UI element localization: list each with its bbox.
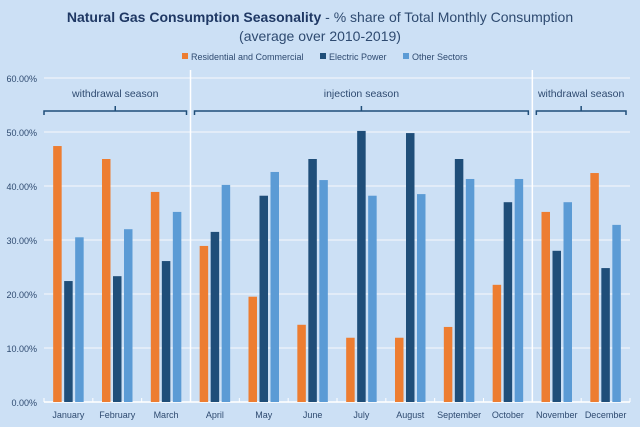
legend-swatch (320, 53, 326, 59)
x-tick-label: June (303, 410, 323, 420)
chart-title-rest: - % share of Total Monthly Consumption (321, 9, 573, 25)
season-bracket (535, 106, 627, 115)
bar-other-sectors (514, 178, 524, 402)
bar-residential-and-commercial (395, 337, 404, 402)
x-tick-label: March (154, 410, 179, 420)
bar-electric-power (406, 133, 415, 402)
bar-electric-power (552, 250, 561, 402)
chart-title-bold: Natural Gas Consumption Seasonality (67, 9, 322, 25)
bar-other-sectors (465, 178, 475, 402)
bar-electric-power (357, 130, 366, 403)
bar-other-sectors (563, 202, 572, 402)
bar-other-sectors (172, 211, 182, 402)
season-label: injection season (324, 88, 399, 100)
bar-electric-power (210, 231, 220, 402)
bar-residential-and-commercial (102, 159, 111, 402)
bar-electric-power (64, 281, 73, 402)
y-tick-label: 0.00% (11, 398, 37, 408)
bar-other-sectors (124, 229, 133, 402)
bar-electric-power (308, 159, 317, 402)
bar-electric-power (161, 261, 171, 402)
season-bracket (193, 106, 530, 115)
bar-electric-power (503, 202, 513, 402)
y-tick-label: 60.00% (6, 74, 37, 84)
bar-electric-power (113, 276, 122, 402)
legend-label: Electric Power (329, 52, 387, 62)
x-tick-label: February (99, 410, 136, 420)
bar-other-sectors (270, 171, 279, 402)
x-tick-label: November (536, 410, 578, 420)
y-tick-label: 40.00% (6, 182, 37, 192)
y-tick-label: 30.00% (6, 236, 37, 246)
season-bracket (43, 106, 188, 115)
bar-electric-power (454, 159, 464, 402)
bar-electric-power (601, 268, 610, 402)
bar-residential-and-commercial (150, 191, 160, 402)
x-tick-label: July (353, 410, 370, 420)
chart-subtitle: (average over 2010-2019) (239, 28, 401, 44)
bar-residential-and-commercial (248, 296, 257, 402)
bar-residential-and-commercial (590, 173, 599, 402)
annotations: withdrawal season injection season withdra… (43, 88, 627, 115)
bar-residential-and-commercial (199, 245, 209, 402)
bar-residential-and-commercial (541, 211, 550, 402)
season-label: withdrawal season (537, 88, 625, 100)
bar-other-sectors (221, 184, 231, 402)
bar-residential-and-commercial (443, 326, 453, 402)
bar-residential-and-commercial (53, 146, 62, 402)
y-tick-label: 50.00% (6, 128, 37, 138)
legend-label: Other Sectors (412, 52, 468, 62)
legend-swatch (182, 53, 188, 59)
bar-other-sectors (612, 224, 621, 402)
x-tick-label: August (396, 410, 425, 420)
bar-other-sectors (319, 180, 328, 402)
legend-label: Residential and Commercial (191, 52, 304, 62)
season-label: withdrawal season (71, 88, 159, 100)
x-tick-label: April (206, 410, 224, 420)
bar-other-sectors (368, 195, 377, 402)
x-tick-label: September (437, 410, 481, 420)
y-axis: 0.00% 10.00% 20.00% 30.00% 40.00% 50.00% 60.00… (6, 74, 37, 408)
y-tick-label: 20.00% (6, 290, 37, 300)
x-tick-label: January (52, 410, 85, 420)
bar-other-sectors (75, 237, 84, 402)
legend-swatch (403, 53, 409, 59)
x-axis: January February March April May June July Augu… (43, 398, 631, 420)
bar-residential-and-commercial (297, 324, 306, 402)
bar-residential-and-commercial (346, 337, 355, 402)
bar-other-sectors (417, 194, 426, 402)
bars (53, 130, 621, 403)
x-tick-label: October (492, 410, 524, 420)
bar-residential-and-commercial (492, 284, 502, 402)
bar-electric-power (259, 195, 268, 402)
legend: Residential and Commercial Electric Power… (182, 52, 468, 62)
x-tick-label: May (255, 410, 273, 420)
chart-title: Natural Gas Consumption Seasonality - % … (67, 9, 573, 25)
y-tick-label: 10.00% (6, 344, 37, 354)
x-tick-label: December (585, 410, 627, 420)
